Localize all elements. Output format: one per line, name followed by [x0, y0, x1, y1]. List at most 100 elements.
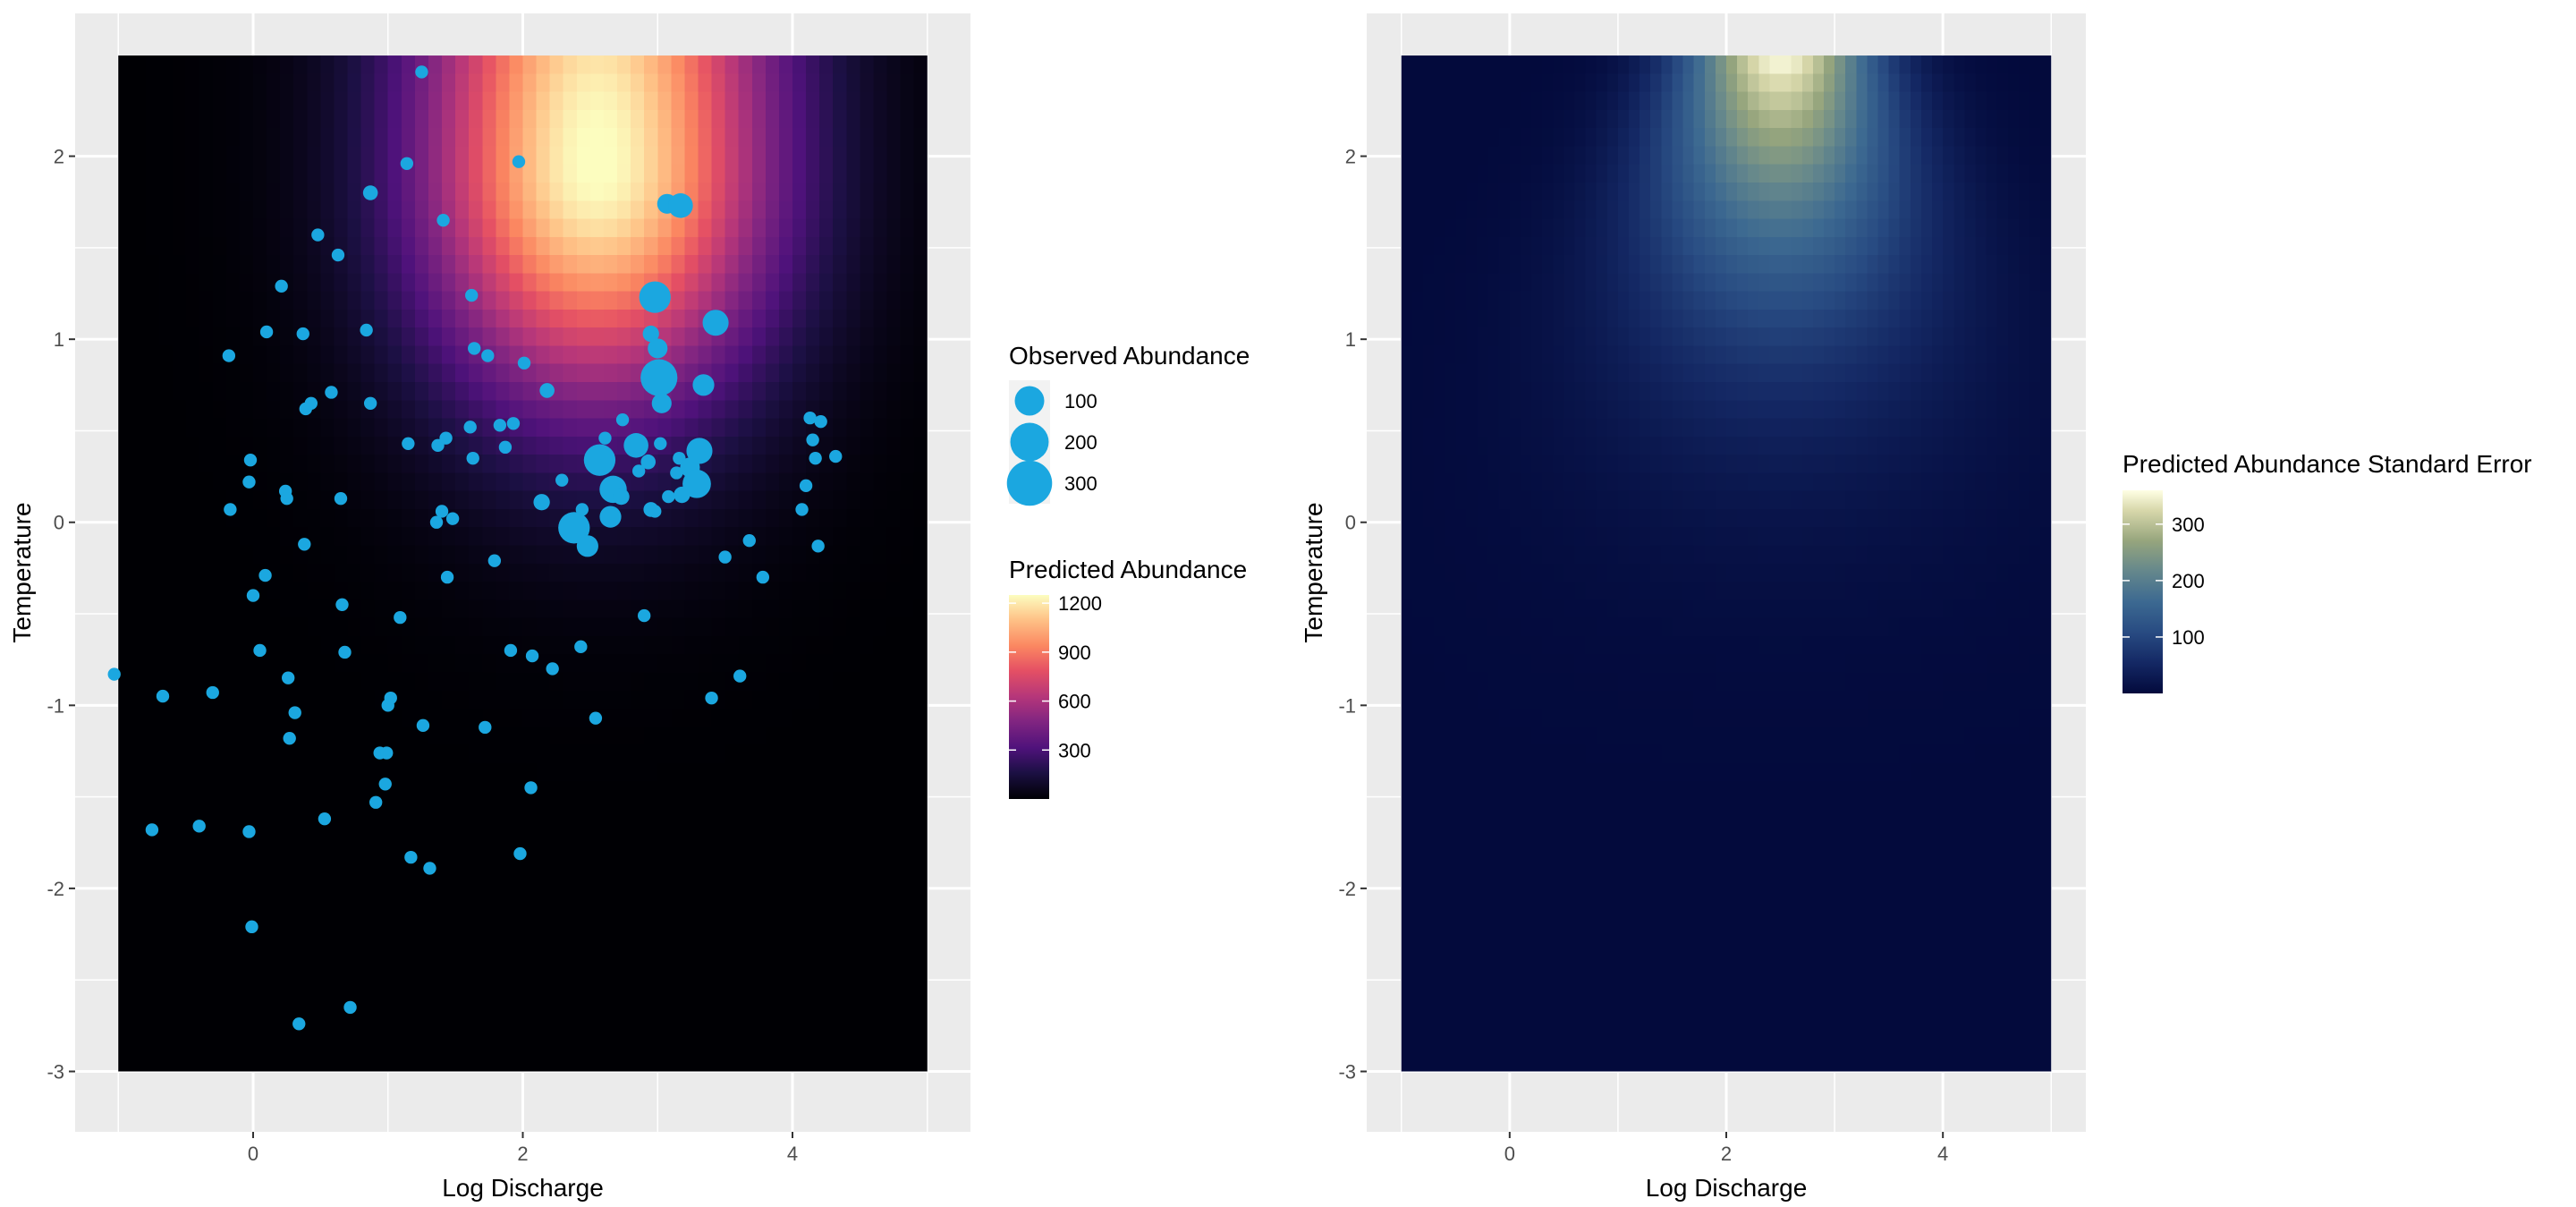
observed-point: [799, 479, 813, 493]
observed-point: [623, 433, 648, 458]
observed-point: [325, 386, 338, 399]
observed-point: [242, 475, 256, 489]
observed-point: [504, 643, 518, 658]
observed-point: [682, 469, 711, 498]
x-tick-label: 4: [787, 1143, 798, 1165]
observed-point: [222, 349, 236, 362]
observed-point: [686, 438, 713, 464]
observed-point: [558, 512, 590, 544]
x-tick-label: 2: [1721, 1143, 1732, 1165]
colorbar-label: 600: [1058, 691, 1091, 713]
observed-point: [506, 417, 521, 430]
observed-point: [311, 228, 325, 242]
observed-point: [362, 185, 378, 200]
colorbar-label: 200: [2172, 570, 2205, 592]
observed-point: [546, 662, 559, 676]
x-tick-label: 4: [1937, 1143, 1948, 1165]
standard-error-heatmap: [1401, 55, 2052, 1072]
observed-point: [259, 325, 274, 339]
observed-point: [670, 466, 683, 480]
observed-point: [705, 691, 718, 705]
observed-point: [275, 279, 288, 293]
observed-point: [487, 554, 502, 567]
fill-legend-title: Predicted Abundance Standard Error: [2123, 450, 2532, 478]
observed-point: [718, 550, 732, 564]
observed-point: [539, 383, 555, 398]
observed-point: [811, 540, 825, 553]
observed-point: [479, 720, 492, 735]
y-tick-label: -1: [1338, 694, 1356, 717]
observed-point: [640, 454, 656, 470]
observed-point: [335, 598, 349, 611]
observed-point: [642, 325, 659, 343]
y-tick-label: -3: [1338, 1060, 1356, 1083]
observed-point: [637, 608, 651, 623]
observed-point: [512, 155, 526, 168]
observed-point: [331, 248, 345, 262]
observed-point: [280, 491, 293, 506]
observed-point: [498, 440, 513, 455]
y-tick-label: 1: [1345, 328, 1356, 351]
observed-point: [415, 65, 428, 79]
observed-point: [613, 488, 630, 506]
observed-point: [206, 685, 219, 700]
observed-point: [282, 671, 295, 684]
y-tick-label: 2: [1345, 146, 1356, 168]
colorbar-label: 300: [2172, 514, 2205, 536]
observed-point: [445, 512, 460, 525]
observed-point: [338, 645, 352, 659]
observed-point: [829, 449, 843, 463]
size-legend: Observed Abundance 100 200 300: [1006, 342, 1250, 506]
x-axis: 0 2 4: [1504, 1132, 1948, 1165]
observed-point: [574, 640, 588, 654]
observed-point: [404, 850, 418, 864]
observed-point: [651, 393, 672, 413]
observed-point: [662, 489, 675, 504]
observed-point: [423, 862, 436, 875]
observed-point: [599, 506, 622, 528]
observed-point: [468, 342, 481, 355]
y-tick-label: 0: [1345, 512, 1356, 534]
y-tick-label: -2: [1338, 878, 1356, 900]
x-axis-title: Log Discharge: [442, 1174, 604, 1202]
y-axis-title: Temperature: [1300, 502, 1327, 642]
observed-point: [394, 610, 407, 625]
observed-point: [369, 795, 383, 809]
observed-point: [440, 570, 454, 584]
observed-point: [156, 689, 170, 703]
observed-point: [806, 433, 819, 446]
observed-point: [575, 503, 589, 516]
observed-point: [429, 515, 444, 529]
observed-point: [363, 396, 377, 410]
observed-point: [756, 570, 770, 584]
size-legend-label: 200: [1064, 431, 1097, 454]
fill-legend: Predicted Abundance 300 600 900 1200: [1009, 556, 1247, 799]
observed-point: [648, 505, 662, 518]
observed-point: [702, 310, 729, 336]
observed-point: [435, 505, 449, 518]
observed-point: [192, 820, 206, 833]
observed-point: [466, 451, 479, 465]
observed-point: [283, 731, 296, 745]
y-tick-label: 2: [54, 146, 64, 168]
observed-point: [402, 437, 415, 450]
observed-point: [615, 412, 630, 427]
observed-point: [583, 444, 616, 476]
observed-point: [517, 356, 531, 370]
observed-point: [439, 431, 453, 445]
observed-point: [436, 213, 450, 227]
observed-point: [576, 535, 598, 557]
observed-point: [304, 396, 318, 410]
y-axis-title: Temperature: [8, 502, 36, 642]
observed-point: [292, 1017, 306, 1031]
observed-point: [416, 718, 430, 733]
observed-point: [648, 338, 668, 359]
observed-point: [639, 281, 671, 313]
observed-point: [224, 503, 237, 516]
observed-point: [692, 374, 715, 396]
observed-point: [380, 746, 394, 760]
observed-point: [334, 491, 348, 506]
observed-point: [631, 464, 646, 478]
observed-point: [465, 288, 479, 302]
